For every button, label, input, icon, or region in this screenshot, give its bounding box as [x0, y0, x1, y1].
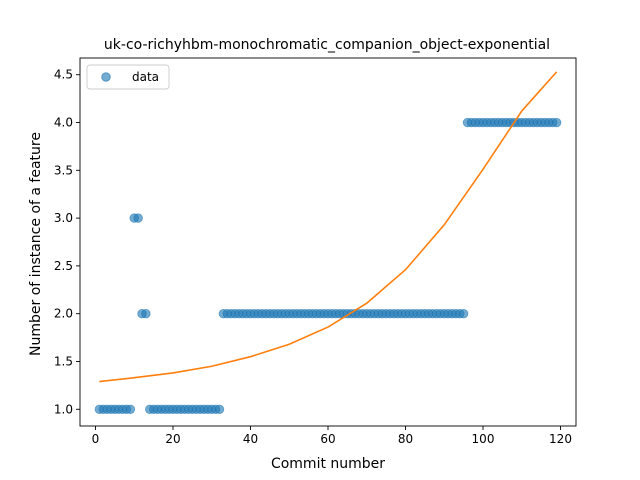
plot-area	[94, 71, 562, 414]
y-tick-label: 1.5	[54, 354, 73, 368]
data-point	[133, 213, 143, 223]
legend-box	[86, 64, 170, 90]
x-tick-label: 0	[92, 432, 100, 446]
y-tick-label: 3.0	[54, 211, 73, 225]
chart-title: uk-co-richyhbm-monochromatic_companion_o…	[104, 37, 550, 53]
x-tick-label: 60	[320, 432, 335, 446]
x-tick-label: 80	[398, 432, 413, 446]
y-tick-label: 3.5	[54, 163, 73, 177]
data-point	[214, 404, 225, 414]
legend: data	[86, 64, 170, 90]
x-axis-label: Commit number	[271, 456, 385, 472]
legend-label: data	[132, 70, 159, 84]
x-tick-label: 20	[165, 432, 180, 446]
fit-line	[99, 71, 558, 383]
data-point	[551, 117, 562, 128]
y-tick-label: 2.0	[54, 307, 73, 321]
x-tick-label: 40	[243, 432, 258, 446]
x-tick-label: 100	[472, 432, 495, 446]
legend-marker	[101, 72, 111, 82]
data-point	[141, 308, 151, 319]
y-tick-label: 2.5	[54, 259, 73, 273]
y-tick-label: 1.0	[54, 402, 73, 416]
y-axis-label: Number of instance of a feature	[28, 132, 44, 356]
y-tick-label: 4.5	[54, 68, 73, 82]
data-point	[458, 308, 469, 319]
data-point	[125, 404, 136, 414]
y-tick-label: 4.0	[54, 116, 73, 130]
axes: 0 20 40 60 80 100 120 1.0 1.5 2.0 2.5 3.0 3.5 4.0 4.5	[54, 57, 577, 446]
x-tick-label: 120	[549, 432, 572, 446]
